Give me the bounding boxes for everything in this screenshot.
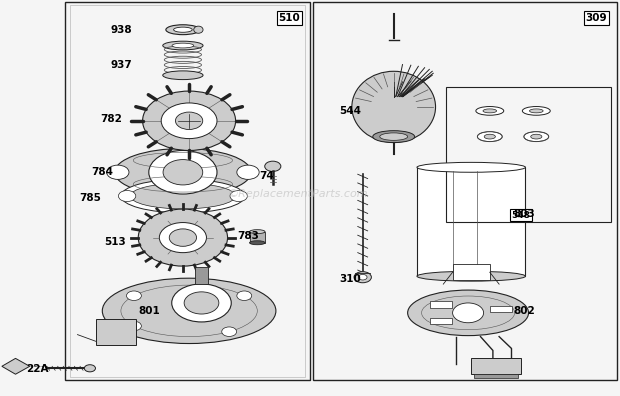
Text: 544: 544 (339, 106, 361, 116)
Circle shape (172, 284, 231, 322)
Bar (65, 2, 310, 380)
Ellipse shape (531, 134, 542, 139)
Ellipse shape (162, 71, 203, 80)
Circle shape (126, 291, 141, 301)
Ellipse shape (174, 27, 192, 32)
Circle shape (138, 209, 228, 266)
Circle shape (161, 103, 217, 139)
Text: 938: 938 (110, 25, 131, 35)
Ellipse shape (102, 278, 276, 344)
Circle shape (149, 150, 217, 194)
Bar (313, 2, 617, 380)
Circle shape (118, 190, 136, 202)
Bar (417, 167, 526, 276)
Circle shape (184, 292, 219, 314)
Text: 802: 802 (513, 306, 535, 316)
Bar (446, 87, 611, 222)
Bar (453, 265, 490, 280)
Circle shape (143, 91, 236, 150)
Ellipse shape (193, 26, 203, 33)
Text: 784: 784 (91, 167, 113, 177)
Bar (250, 232, 265, 243)
Circle shape (237, 165, 259, 179)
Circle shape (453, 303, 484, 323)
Bar (430, 318, 452, 324)
Ellipse shape (115, 148, 251, 196)
Text: 22A: 22A (26, 364, 48, 374)
Bar (70, 5, 305, 377)
Ellipse shape (477, 131, 502, 141)
Text: 783: 783 (237, 230, 259, 241)
Circle shape (230, 190, 247, 202)
Ellipse shape (476, 107, 503, 115)
Circle shape (354, 272, 371, 283)
Bar (490, 306, 512, 312)
Ellipse shape (166, 25, 200, 35)
Text: 548: 548 (512, 211, 530, 219)
Ellipse shape (373, 131, 415, 143)
Circle shape (163, 160, 203, 185)
Circle shape (358, 274, 367, 280)
Ellipse shape (522, 107, 551, 115)
Ellipse shape (417, 162, 526, 172)
Ellipse shape (483, 109, 497, 113)
Ellipse shape (379, 133, 408, 140)
Text: ©ReplacementParts.com: ©ReplacementParts.com (228, 189, 368, 199)
Bar (430, 301, 452, 308)
Text: 801: 801 (138, 306, 160, 316)
Text: 74: 74 (259, 171, 274, 181)
Ellipse shape (172, 43, 193, 48)
Ellipse shape (529, 109, 543, 113)
Text: 513: 513 (104, 236, 126, 247)
Circle shape (222, 327, 237, 337)
Text: 310: 310 (339, 274, 361, 284)
Circle shape (175, 112, 203, 129)
Ellipse shape (249, 230, 265, 234)
Circle shape (84, 365, 95, 372)
Circle shape (107, 165, 129, 179)
Circle shape (237, 291, 252, 301)
Ellipse shape (130, 183, 236, 209)
Circle shape (169, 229, 197, 246)
Circle shape (265, 161, 281, 171)
Circle shape (159, 223, 206, 253)
Text: 803: 803 (513, 209, 535, 219)
Text: 782: 782 (100, 114, 123, 124)
Ellipse shape (352, 71, 435, 143)
Ellipse shape (408, 290, 529, 336)
Ellipse shape (524, 131, 549, 141)
Ellipse shape (484, 134, 495, 139)
Text: 785: 785 (79, 193, 101, 203)
Ellipse shape (249, 241, 265, 245)
Bar (474, 374, 518, 378)
Polygon shape (2, 358, 30, 374)
Ellipse shape (162, 41, 203, 50)
Circle shape (126, 321, 141, 331)
Bar (195, 267, 208, 284)
Bar (471, 358, 521, 374)
Bar (96, 319, 136, 345)
Ellipse shape (417, 271, 526, 281)
Text: 510: 510 (278, 13, 301, 23)
Text: 309: 309 (586, 13, 607, 23)
Text: 937: 937 (110, 60, 132, 70)
Ellipse shape (121, 179, 245, 213)
